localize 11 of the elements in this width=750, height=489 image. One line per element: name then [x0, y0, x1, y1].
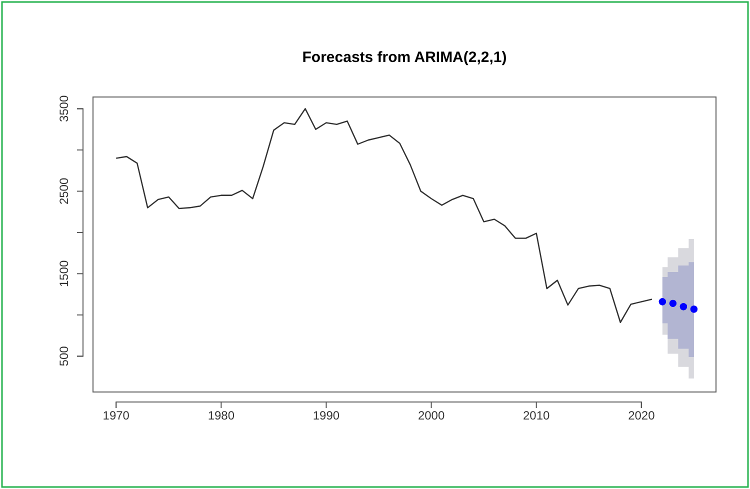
y-tick-label: 500	[57, 346, 71, 366]
x-tick-label: 2010	[522, 408, 550, 423]
chart-title: Forecasts from ARIMA(2,2,1)	[302, 49, 507, 66]
x-tick-label: 1990	[312, 408, 340, 423]
x-tick-label: 1980	[208, 408, 235, 423]
y-tick-label: 1500	[57, 260, 71, 288]
x-tick-label: 1970	[102, 408, 130, 423]
y-tick-label: 2500	[57, 178, 71, 205]
x-tick-label: 2020	[628, 408, 656, 423]
x-tick-label: 2000	[418, 408, 445, 423]
y-tick-label: 3500	[57, 95, 71, 122]
